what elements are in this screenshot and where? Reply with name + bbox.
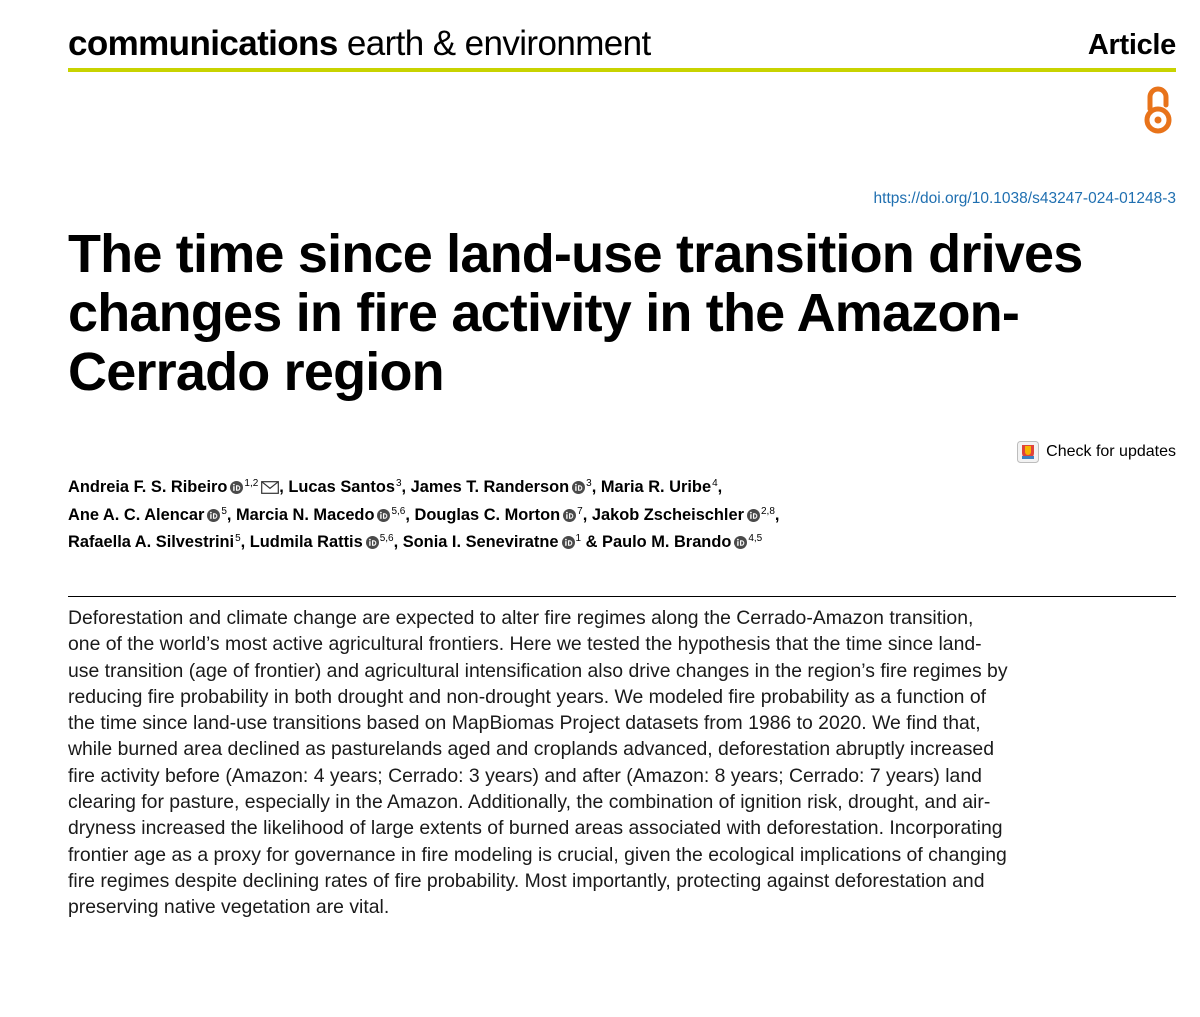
author[interactable]: Ludmila Rattis 5,6 [250, 533, 394, 551]
author-affiliation: 5 [221, 505, 227, 517]
open-access-icon [1144, 86, 1172, 134]
author-affiliation: 7 [577, 505, 583, 517]
abstract-text: Deforestation and climate change are exp… [68, 607, 1008, 919]
author-name: Ludmila Rattis [249, 533, 363, 551]
author-affiliation: 5,6 [391, 505, 406, 517]
author-name: Maria R. Uribe [600, 478, 712, 496]
author-list: Andreia F. S. Ribeiro 1,2, Lucas Santos3,… [68, 474, 1178, 557]
author-separator: , [279, 478, 289, 496]
author[interactable]: Maria R. Uribe4 [601, 478, 718, 496]
author-separator: , [717, 478, 723, 496]
author-affiliation: 3 [395, 478, 402, 489]
orcid-icon[interactable] [561, 536, 575, 549]
author[interactable]: Andreia F. S. Ribeiro 1,2 [68, 478, 280, 496]
author[interactable]: Jakob Zscheischler 2,8 [592, 506, 775, 524]
author[interactable]: Rafaella A. Silvestrini5 [68, 533, 241, 551]
author-name: Andreia F. S. Ribeiro [68, 478, 228, 496]
author[interactable]: Paulo M. Brando 4,5 [602, 533, 762, 551]
author-name: Paulo M. Brando [602, 533, 732, 551]
author-affiliation: 4 [712, 478, 718, 489]
orcid-icon[interactable] [365, 536, 379, 549]
orcid-icon[interactable] [747, 508, 760, 522]
orcid-icon[interactable] [572, 481, 586, 494]
author[interactable]: Marcia N. Macedo 5,6 [236, 506, 405, 524]
author-separator: & [581, 533, 603, 551]
author-affiliation: 3 [586, 478, 592, 489]
orcid-icon[interactable] [207, 508, 221, 522]
author-separator: , [591, 478, 601, 496]
author-affiliation: 1 [575, 533, 582, 544]
orcid-icon[interactable] [734, 536, 748, 549]
orcid-icon[interactable] [377, 508, 391, 522]
doi-link[interactable]: https://doi.org/10.1038/s43247-024-01248… [873, 190, 1176, 207]
author-name: Lucas Santos [288, 478, 395, 496]
author-name: Marcia N. Macedo [236, 505, 375, 524]
author-affiliation: 1,2 [244, 478, 259, 489]
author-name: Sonia I. Seneviratne [402, 533, 559, 551]
check-updates-icon [1017, 441, 1040, 463]
author-separator: , [582, 505, 592, 524]
article-title: The time since land-use transition drive… [68, 224, 1083, 402]
author[interactable]: Ane A. C. Alencar 5 [68, 506, 227, 524]
check-for-updates-button[interactable]: Check for updates [1017, 440, 1176, 464]
author[interactable]: Sonia I. Seneviratne 1 [403, 533, 581, 551]
author-separator: , [240, 533, 250, 551]
header-divider [68, 68, 1176, 72]
check-updates-label: Check for updates [1046, 443, 1176, 460]
author[interactable]: James T. Randerson 3 [411, 478, 592, 496]
author-name: Rafaella A. Silvestrini [68, 533, 235, 551]
abstract-divider [68, 596, 1176, 597]
journal-subtitle: earth & environment [346, 24, 651, 63]
author-name: James T. Randerson [410, 478, 570, 496]
journal-brand: communications [68, 24, 338, 63]
author-name: Jakob Zscheischler [591, 505, 744, 524]
author-separator: , [226, 505, 236, 524]
orcid-icon[interactable] [230, 481, 244, 494]
author-separator: , [774, 505, 780, 524]
author-affiliation: 4,5 [748, 533, 763, 544]
author-name: Douglas C. Morton [414, 505, 561, 524]
orcid-icon[interactable] [563, 508, 577, 522]
author-affiliation: 5,6 [379, 533, 394, 544]
author-name: Ane A. C. Alencar [68, 505, 205, 524]
author-affiliation: 2,8 [761, 505, 775, 517]
author[interactable]: Lucas Santos3 [288, 478, 401, 496]
journal-name: communications earth & environment [68, 24, 651, 64]
author[interactable]: Douglas C. Morton 7 [414, 506, 582, 524]
article-type-label: Article [1087, 29, 1176, 61]
author-separator: , [401, 478, 411, 496]
author-affiliation: 5 [235, 533, 241, 544]
author-separator: , [393, 533, 403, 551]
email-icon[interactable] [261, 481, 280, 494]
author-separator: , [405, 505, 415, 524]
